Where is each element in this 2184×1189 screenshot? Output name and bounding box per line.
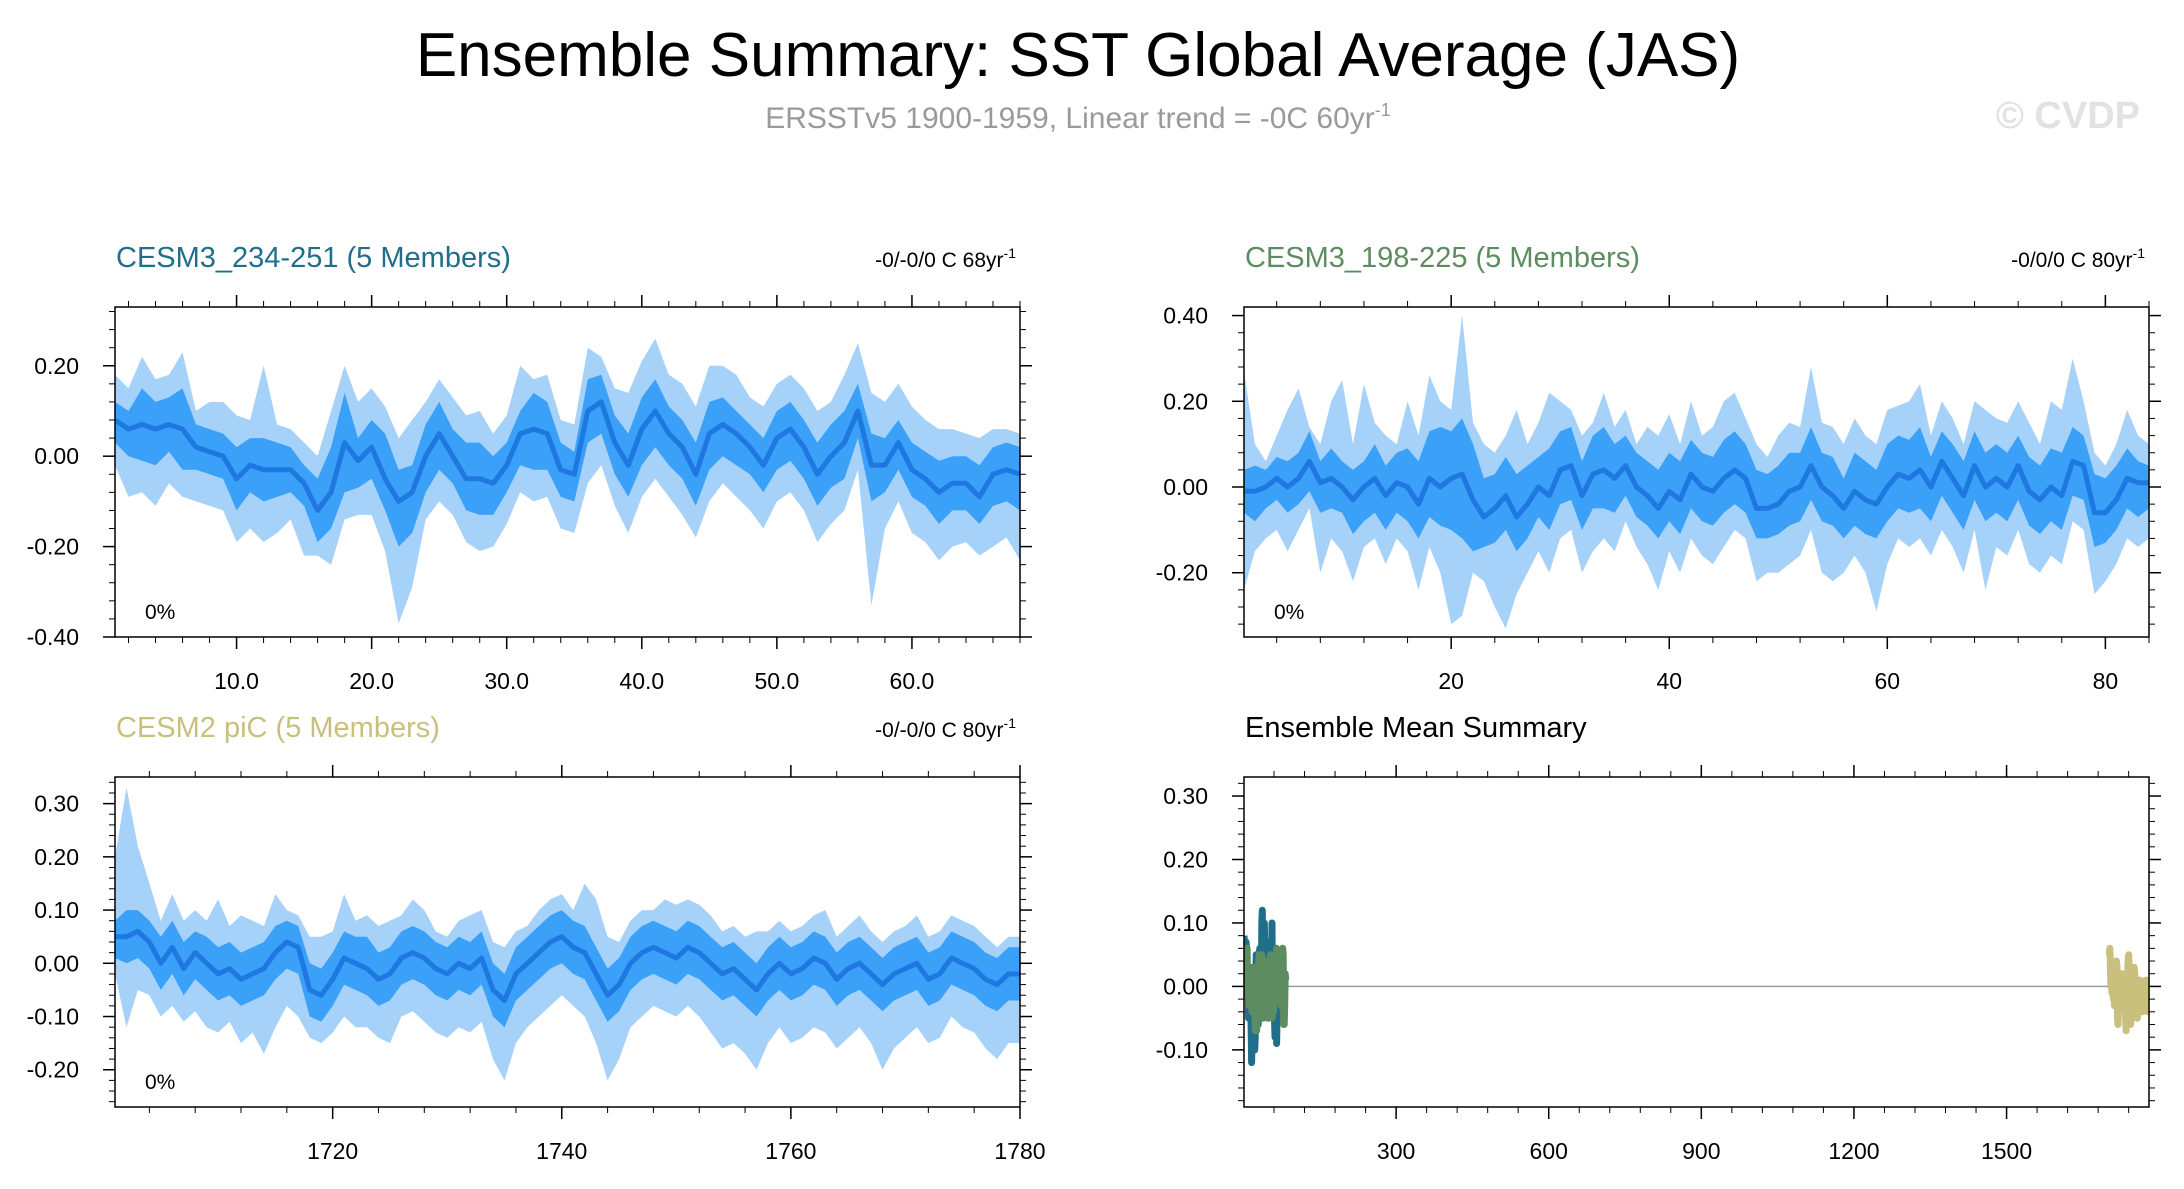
y-tick-label: 0.00 bbox=[1163, 474, 1208, 500]
x-tick-label: 300 bbox=[1377, 1138, 1415, 1164]
y-tick-label: 0.30 bbox=[34, 791, 79, 817]
y-tick-label: 0.20 bbox=[34, 353, 79, 379]
x-tick-label: 80 bbox=[2093, 668, 2119, 694]
y-tick-label: -0.20 bbox=[27, 534, 79, 560]
y-tick-label: 0.10 bbox=[1163, 910, 1208, 936]
trend-label: -0/-0/0 C 80yr-1 bbox=[875, 715, 1016, 742]
x-tick-label: 1720 bbox=[307, 1138, 358, 1164]
y-tick-label: 0.20 bbox=[1163, 388, 1208, 414]
figure-title: Ensemble Summary: SST Global Average (JA… bbox=[416, 21, 1740, 90]
y-tick-label: 0.30 bbox=[1163, 783, 1208, 809]
trend-label: -0/-0/0 C 68yr-1 bbox=[875, 245, 1016, 272]
x-tick-label: 30.0 bbox=[484, 668, 529, 694]
y-tick-label: 0.00 bbox=[1163, 973, 1208, 999]
x-tick-label: 10.0 bbox=[214, 668, 259, 694]
y-tick-label: 0.00 bbox=[34, 443, 79, 469]
data-layer bbox=[1244, 315, 2149, 629]
ensemble-mean-line bbox=[1244, 458, 2149, 520]
x-tick-label: 40 bbox=[1656, 668, 1682, 694]
data-layer bbox=[115, 787, 1020, 1081]
trend-text: -0/-0/0 C 80yr bbox=[875, 719, 1003, 742]
panel-cesm3-198-225: -0.20 0.00 0.20 0.40 20 40 60 80 CESM3_198-225 (… bbox=[1156, 242, 2161, 694]
x-tick-label: 1780 bbox=[994, 1138, 1045, 1164]
trend-superscript: -1 bbox=[2133, 245, 2146, 261]
x-tick-label: 1200 bbox=[1828, 1138, 1879, 1164]
x-tick-label: 1500 bbox=[1981, 1138, 2032, 1164]
x-tick-label: 20.0 bbox=[349, 668, 394, 694]
trend-text: -0/0/0 C 80yr bbox=[2011, 249, 2132, 272]
x-tick-label: 50.0 bbox=[754, 668, 799, 694]
trend-label: -0/0/0 C 80yr-1 bbox=[2011, 245, 2145, 272]
trend-superscript: -1 bbox=[1004, 715, 1017, 731]
ensemble-mean-line bbox=[115, 928, 1020, 1003]
panel-title: CESM2 piC (5 Members) bbox=[116, 712, 440, 744]
y-tick-label: 0.20 bbox=[1163, 847, 1208, 873]
y-tick-label: -0.10 bbox=[27, 1004, 79, 1030]
x-tick-label: 60 bbox=[1875, 668, 1901, 694]
series-line-cesm3-198-225 bbox=[1244, 944, 1290, 1035]
y-tick-label: -0.40 bbox=[27, 624, 79, 650]
x-tick-label: 900 bbox=[1682, 1138, 1720, 1164]
y-tick-label: 0.40 bbox=[1163, 303, 1208, 329]
data-layer bbox=[1244, 906, 2149, 1067]
y-tick-label: 0.10 bbox=[34, 897, 79, 923]
ensemble-mean-line bbox=[115, 399, 1020, 513]
subtitle-text: ERSSTv5 1900-1959, Linear trend = -0C 60… bbox=[765, 102, 1375, 135]
x-tick-label: 40.0 bbox=[619, 668, 664, 694]
subtitle-superscript: -1 bbox=[1375, 100, 1391, 120]
plot-area bbox=[1244, 777, 2149, 1107]
y-tick-label: 0.00 bbox=[34, 950, 79, 976]
y-tick-label: -0.10 bbox=[1156, 1037, 1208, 1063]
percentile-range-band bbox=[115, 910, 1020, 1028]
x-tick-label: 60.0 bbox=[890, 668, 935, 694]
y-tick-label: -0.20 bbox=[1156, 560, 1208, 586]
plot-frame bbox=[1243, 306, 2150, 638]
percentile-range-band bbox=[1244, 418, 2149, 552]
percent-label: 0% bbox=[1274, 601, 1304, 624]
data-layer bbox=[115, 338, 1020, 624]
x-tick-label: 600 bbox=[1530, 1138, 1568, 1164]
panel-cesm3-234-251: -0.40 -0.20 0.00 0.20 10.0 20.0 30.0 40.0 50.0 60… bbox=[27, 242, 1032, 694]
percentile-range-band bbox=[115, 374, 1020, 547]
figure-subtitle: ERSSTv5 1900-1959, Linear trend = -0C 60… bbox=[765, 100, 1391, 135]
percent-label: 0% bbox=[145, 601, 175, 624]
percent-label: 0% bbox=[145, 1071, 175, 1094]
plot-frame bbox=[114, 306, 1021, 638]
x-tick-label: 1740 bbox=[536, 1138, 587, 1164]
panel-title: CESM3_198-225 (5 Members) bbox=[1245, 242, 1640, 274]
trend-superscript: -1 bbox=[1004, 245, 1017, 261]
y-tick-label: 0.20 bbox=[34, 844, 79, 870]
y-tick-label: -0.20 bbox=[27, 1057, 79, 1083]
plot-frame bbox=[1243, 776, 2150, 1108]
panel-cesm2-pic: -0.20 -0.10 0.00 0.10 0.20 0.30 1720 1740 1760 17… bbox=[27, 712, 1046, 1164]
panel-ensemble-mean-summary: -0.10 0.00 0.10 0.20 0.30 300 600 900 1200 1500 En… bbox=[1156, 712, 2161, 1164]
panel-title: CESM3_234-251 (5 Members) bbox=[116, 242, 511, 274]
series-line-cesm2-pic bbox=[2105, 944, 2149, 1035]
trend-text: -0/-0/0 C 68yr bbox=[875, 249, 1003, 272]
x-tick-label: 1760 bbox=[765, 1138, 816, 1164]
watermark: © CVDP bbox=[1996, 95, 2140, 137]
panel-title: Ensemble Mean Summary bbox=[1245, 712, 1587, 744]
x-tick-label: 20 bbox=[1438, 668, 1464, 694]
